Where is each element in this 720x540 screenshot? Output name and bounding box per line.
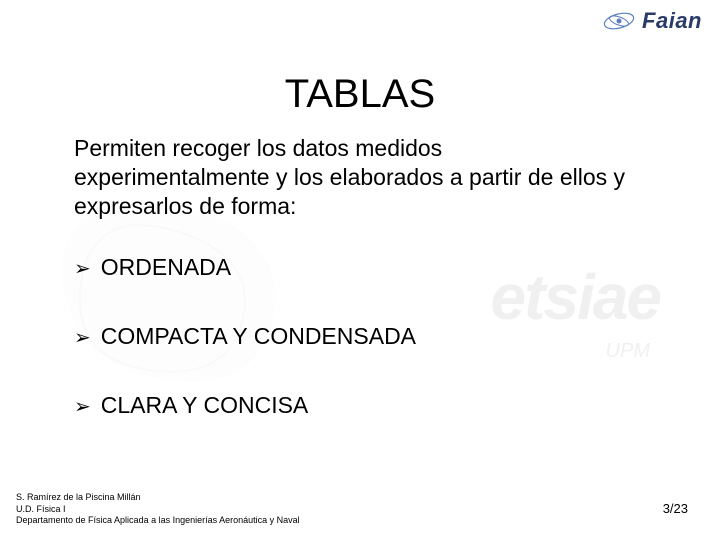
footer-line: U.D. Física I	[16, 504, 300, 515]
bullet-marker-icon: ➢	[74, 325, 91, 350]
slide-title: TABLAS	[0, 72, 720, 117]
bullet-marker-icon: ➢	[74, 256, 91, 281]
footer-line: Departamento de Física Aplicada a las In…	[16, 515, 300, 526]
list-item: ➢ CLARA Y CONCISA	[74, 392, 634, 419]
intro-paragraph: Permiten recoger los datos medidos exper…	[74, 134, 634, 220]
footer-line: S. Ramírez de la Piscina Millán	[16, 492, 300, 503]
bullet-text: COMPACTA Y CONDENSADA	[101, 323, 416, 350]
page-number: 3/23	[663, 501, 688, 516]
bullet-text: ORDENADA	[101, 254, 231, 281]
list-item: ➢ COMPACTA Y CONDENSADA	[74, 323, 634, 350]
logo-swoosh-icon	[602, 11, 636, 31]
bullet-list: ➢ ORDENADA ➢ COMPACTA Y CONDENSADA ➢ CLA…	[74, 254, 634, 461]
footer-credits: S. Ramírez de la Piscina Millán U.D. Fís…	[16, 492, 300, 526]
bullet-text: CLARA Y CONCISA	[101, 392, 309, 419]
logo: Faian	[602, 8, 702, 34]
bullet-marker-icon: ➢	[74, 394, 91, 419]
logo-text: Faian	[642, 8, 702, 34]
list-item: ➢ ORDENADA	[74, 254, 634, 281]
